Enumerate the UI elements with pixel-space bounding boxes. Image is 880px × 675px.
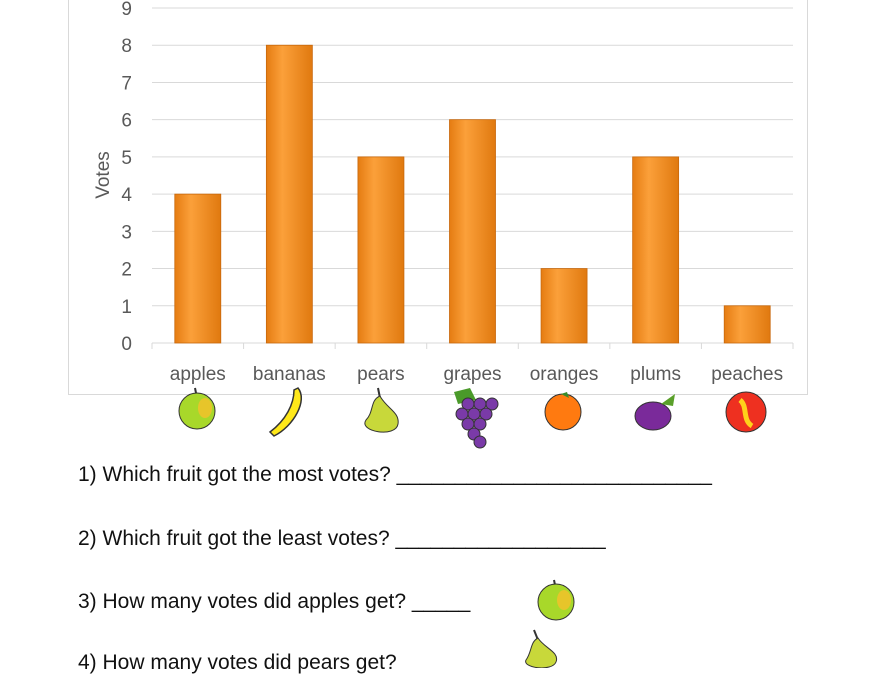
y-tick-label: 5: [121, 148, 132, 169]
grapes-icon: [448, 386, 500, 459]
question-1: 1) Which fruit got the most votes? _____…: [78, 463, 712, 486]
x-tick-label: grapes: [443, 364, 501, 385]
x-tick-label: peaches: [711, 364, 783, 385]
y-tick-label: 7: [121, 73, 132, 94]
plum-icon: [631, 386, 683, 459]
y-tick-label: 2: [121, 260, 132, 281]
y-tick-label: 6: [121, 111, 132, 132]
peach-icon: [722, 386, 774, 459]
y-tick-label: 1: [121, 297, 132, 318]
x-tick-label: plums: [630, 364, 681, 385]
orange-icon: [539, 386, 591, 459]
y-tick-label: 0: [121, 334, 132, 355]
bar-plums: [632, 156, 680, 344]
pear-icon: [356, 386, 408, 459]
bar-pears: [357, 156, 405, 344]
y-tick-label: 9: [121, 0, 132, 20]
x-tick-label: apples: [170, 364, 226, 385]
pear-icon: [525, 629, 558, 668]
question-3: 3) How many votes did apples get? _____: [78, 590, 471, 613]
y-tick-label: 8: [121, 36, 132, 57]
bar-chart: 0 1 2 3 4 5 6 7 8 9 apples bananas pears grapes orang…: [93, 0, 794, 385]
bar-peaches: [723, 305, 771, 344]
bar-bananas: [265, 44, 313, 344]
chart-frame: [68, 0, 808, 395]
y-tick-label: 4: [121, 185, 132, 206]
x-tick-label: pears: [357, 364, 405, 385]
y-tick-label: 3: [121, 222, 132, 243]
bar-oranges: [540, 268, 588, 344]
apple-icon: [173, 386, 225, 459]
apple-icon: [537, 579, 575, 621]
x-tick-label: oranges: [530, 364, 599, 385]
question-4: 4) How many votes did pears get?: [78, 651, 397, 674]
x-tick-label: bananas: [253, 364, 326, 385]
bar-apples: [174, 193, 222, 344]
bar-grapes: [449, 119, 496, 344]
question-2: 2) Which fruit got the least votes? ____…: [78, 527, 606, 550]
banana-icon: [264, 386, 316, 459]
y-axis-label: Votes: [93, 151, 114, 199]
